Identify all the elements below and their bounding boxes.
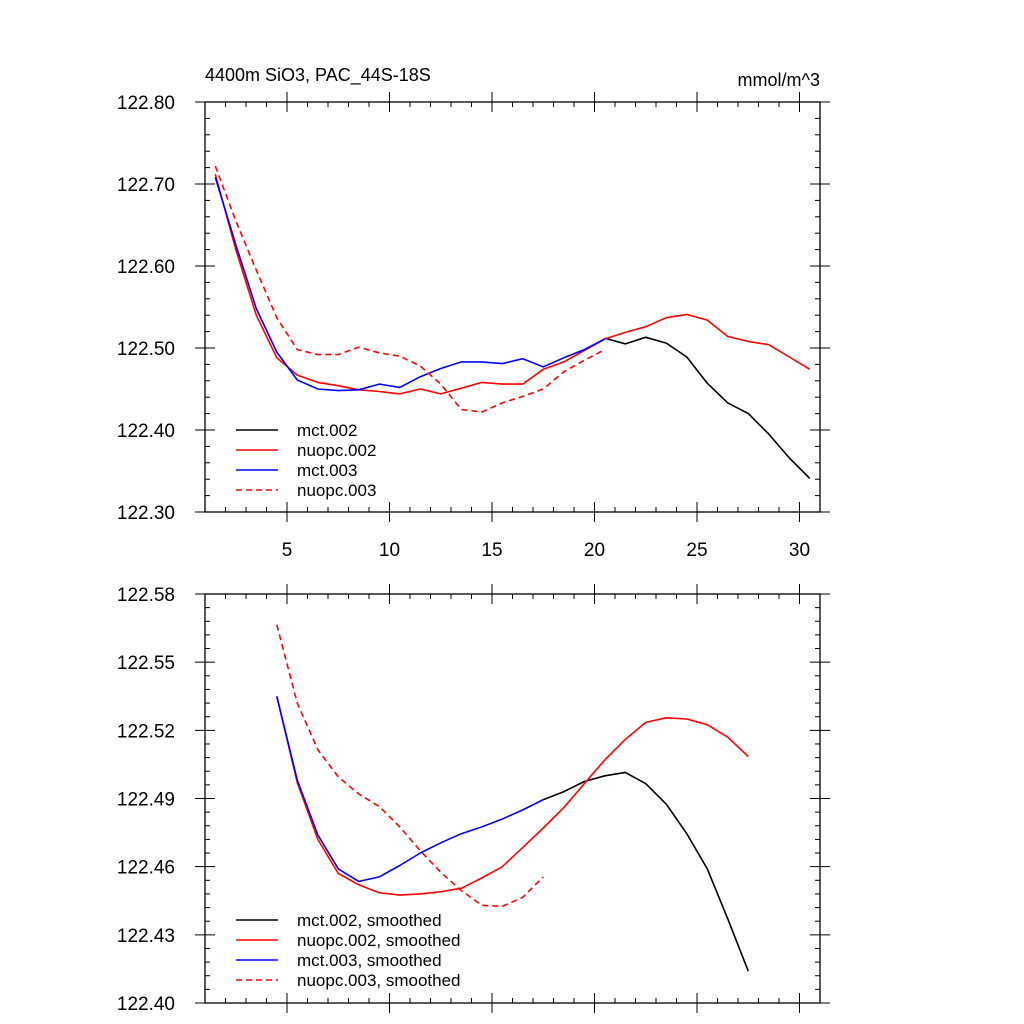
top-x-tick-label: 25 <box>686 540 707 561</box>
bottom-legend-label: mct.003, smoothed <box>297 951 442 970</box>
chart-title: 4400m SiO3, PAC_44S-18S <box>205 65 431 86</box>
top-series-line-mct-002 <box>604 336 811 479</box>
top-y-tick-label: 122.30 <box>117 503 175 524</box>
top-y-tick-label: 122.80 <box>117 93 175 114</box>
bottom-legend-label: mct.002, smoothed <box>297 911 442 930</box>
top-x-tick-label: 10 <box>379 540 400 561</box>
bottom-y-tick-label: 122.55 <box>117 653 175 674</box>
top-legend-label: nuopc.003 <box>297 481 376 500</box>
top-y-tick-label: 122.60 <box>117 257 175 278</box>
top-legend-label: mct.002 <box>297 421 357 440</box>
top-x-tick-label: 20 <box>584 540 605 561</box>
bottom-y-tick-label: 122.52 <box>117 721 175 742</box>
bottom-series-line-nuopc-003-smoothed <box>276 624 544 908</box>
bottom-y-tick-label: 122.58 <box>117 585 175 606</box>
bottom-series-line-nuopc-002-smoothed <box>276 696 749 896</box>
top-legend-label: nuopc.002 <box>297 441 376 460</box>
top-series-line-mct-003 <box>214 177 606 392</box>
top-y-tick-label: 122.70 <box>117 175 175 196</box>
top-series-line-nuopc-002 <box>214 173 811 395</box>
bottom-legend-label: nuopc.003, smoothed <box>297 971 461 990</box>
units-label: mmol/m^3 <box>738 70 820 90</box>
bottom-series-line-mct-003-smoothed <box>276 696 544 883</box>
bottom-y-tick-label: 122.40 <box>117 994 175 1015</box>
bottom-panel: 122.40 122.43 122.46 122.49 122.52 122.55 122.… <box>117 584 830 1015</box>
bottom-y-tick-label: 122.46 <box>117 858 175 879</box>
bottom-legend-label: nuopc.002, smoothed <box>297 931 461 950</box>
top-y-tick-label: 122.40 <box>117 421 175 442</box>
top-x-tick-label: 5 <box>282 540 293 561</box>
top-series-line-nuopc-003 <box>214 165 606 413</box>
top-x-tick-label: 15 <box>481 540 502 561</box>
top-panel: 5 10 15 20 25 30 122.30 122.40 122.50 122.60 122.7… <box>117 92 830 561</box>
bottom-y-tick-label: 122.49 <box>117 790 175 811</box>
top-y-tick-label: 122.50 <box>117 339 175 360</box>
top-x-tick-label: 30 <box>789 540 810 561</box>
bottom-series-line-mct-002-smoothed <box>543 771 750 972</box>
top-legend-label: mct.003 <box>297 461 357 480</box>
bottom-y-tick-label: 122.43 <box>117 926 175 947</box>
